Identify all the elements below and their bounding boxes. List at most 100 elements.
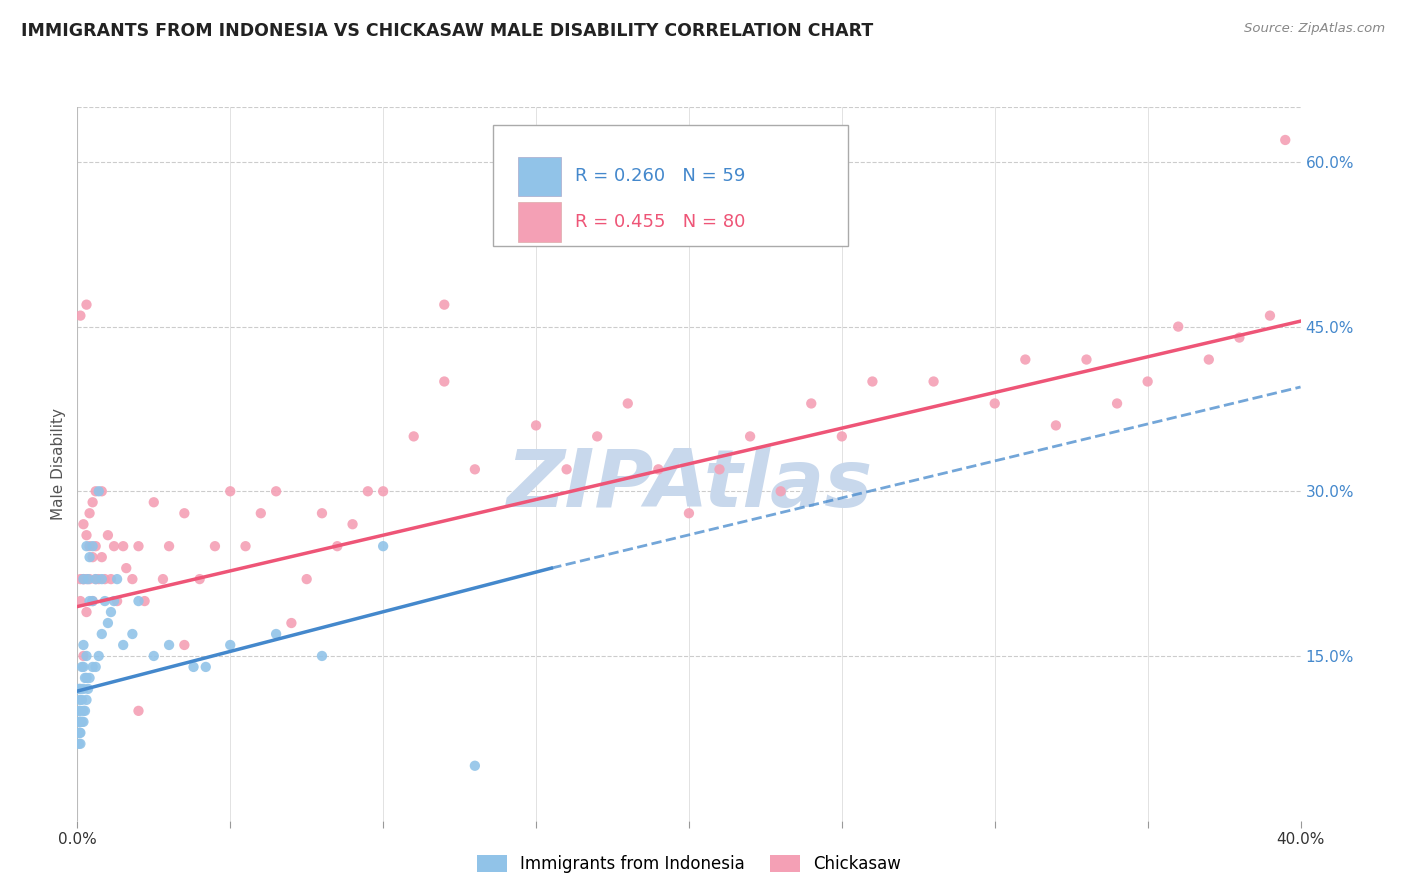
Point xyxy=(433,298,456,312)
Point xyxy=(173,638,195,652)
Point xyxy=(555,462,578,476)
Point xyxy=(678,506,700,520)
Point xyxy=(69,309,91,323)
Point xyxy=(183,660,205,674)
Point xyxy=(72,638,94,652)
Point xyxy=(94,594,117,608)
Point xyxy=(84,572,107,586)
Point xyxy=(250,506,273,520)
Point xyxy=(90,550,112,565)
Point xyxy=(264,484,287,499)
Point xyxy=(82,495,104,509)
Point xyxy=(67,726,90,740)
Point xyxy=(112,638,135,652)
Text: R = 0.455   N = 80: R = 0.455 N = 80 xyxy=(575,213,745,231)
FancyBboxPatch shape xyxy=(517,157,561,196)
Point xyxy=(280,615,302,630)
Point xyxy=(72,572,94,586)
Point xyxy=(69,594,91,608)
Point xyxy=(984,396,1007,410)
Point xyxy=(157,638,180,652)
Point xyxy=(82,660,104,674)
Point xyxy=(67,704,90,718)
Point xyxy=(115,561,138,575)
Point xyxy=(647,462,669,476)
Point xyxy=(121,627,143,641)
Legend: Immigrants from Indonesia, Chickasaw: Immigrants from Indonesia, Chickasaw xyxy=(470,848,908,880)
Point xyxy=(79,594,101,608)
Y-axis label: Male Disability: Male Disability xyxy=(51,408,66,520)
Point xyxy=(69,737,91,751)
Point xyxy=(72,648,94,663)
Point xyxy=(69,572,91,586)
Point xyxy=(69,704,91,718)
Point xyxy=(617,396,640,410)
Point xyxy=(157,539,180,553)
Point xyxy=(77,572,100,586)
Point xyxy=(84,660,107,674)
Point xyxy=(1045,418,1067,433)
Point xyxy=(173,506,195,520)
Point xyxy=(79,506,101,520)
Point xyxy=(128,594,150,608)
Point xyxy=(100,572,122,586)
Point xyxy=(79,539,101,553)
Point xyxy=(100,605,122,619)
Point xyxy=(311,648,333,663)
Point xyxy=(371,539,394,553)
Point xyxy=(709,462,731,476)
Point xyxy=(1274,133,1296,147)
Point xyxy=(76,648,98,663)
Point xyxy=(76,572,98,586)
Point xyxy=(103,539,125,553)
Point xyxy=(800,396,823,410)
Point xyxy=(264,627,287,641)
Point xyxy=(76,528,98,542)
Point xyxy=(67,681,90,696)
Point xyxy=(90,572,112,586)
Point xyxy=(84,539,107,553)
Point xyxy=(97,528,120,542)
Text: ZIPAtlas: ZIPAtlas xyxy=(506,446,872,524)
Point xyxy=(1229,330,1251,344)
FancyBboxPatch shape xyxy=(494,125,848,246)
Point xyxy=(103,594,125,608)
Point xyxy=(82,539,104,553)
Point xyxy=(142,648,165,663)
Point xyxy=(76,539,98,553)
Point xyxy=(69,681,91,696)
Point xyxy=(82,594,104,608)
Point xyxy=(90,484,112,499)
Point xyxy=(524,418,547,433)
Point xyxy=(740,429,762,443)
Point xyxy=(326,539,349,553)
Point xyxy=(87,572,110,586)
Point xyxy=(204,539,226,553)
Point xyxy=(464,758,486,772)
Point xyxy=(188,572,211,586)
Point xyxy=(1107,396,1129,410)
Point xyxy=(105,594,128,608)
Point xyxy=(433,375,456,389)
Point xyxy=(142,495,165,509)
Point xyxy=(295,572,318,586)
Point xyxy=(90,627,112,641)
Point xyxy=(69,726,91,740)
Point xyxy=(1198,352,1220,367)
Point xyxy=(862,375,884,389)
Point xyxy=(371,484,394,499)
Point xyxy=(464,462,486,476)
Point xyxy=(1167,319,1189,334)
Point xyxy=(76,693,98,707)
Text: R = 0.260   N = 59: R = 0.260 N = 59 xyxy=(575,168,745,186)
Point xyxy=(77,681,100,696)
Point xyxy=(82,550,104,565)
Point xyxy=(79,572,101,586)
Point xyxy=(128,539,150,553)
Point xyxy=(112,539,135,553)
Point xyxy=(152,572,174,586)
Point xyxy=(69,693,91,707)
Point xyxy=(1014,352,1036,367)
Point xyxy=(70,693,93,707)
Point xyxy=(76,605,98,619)
